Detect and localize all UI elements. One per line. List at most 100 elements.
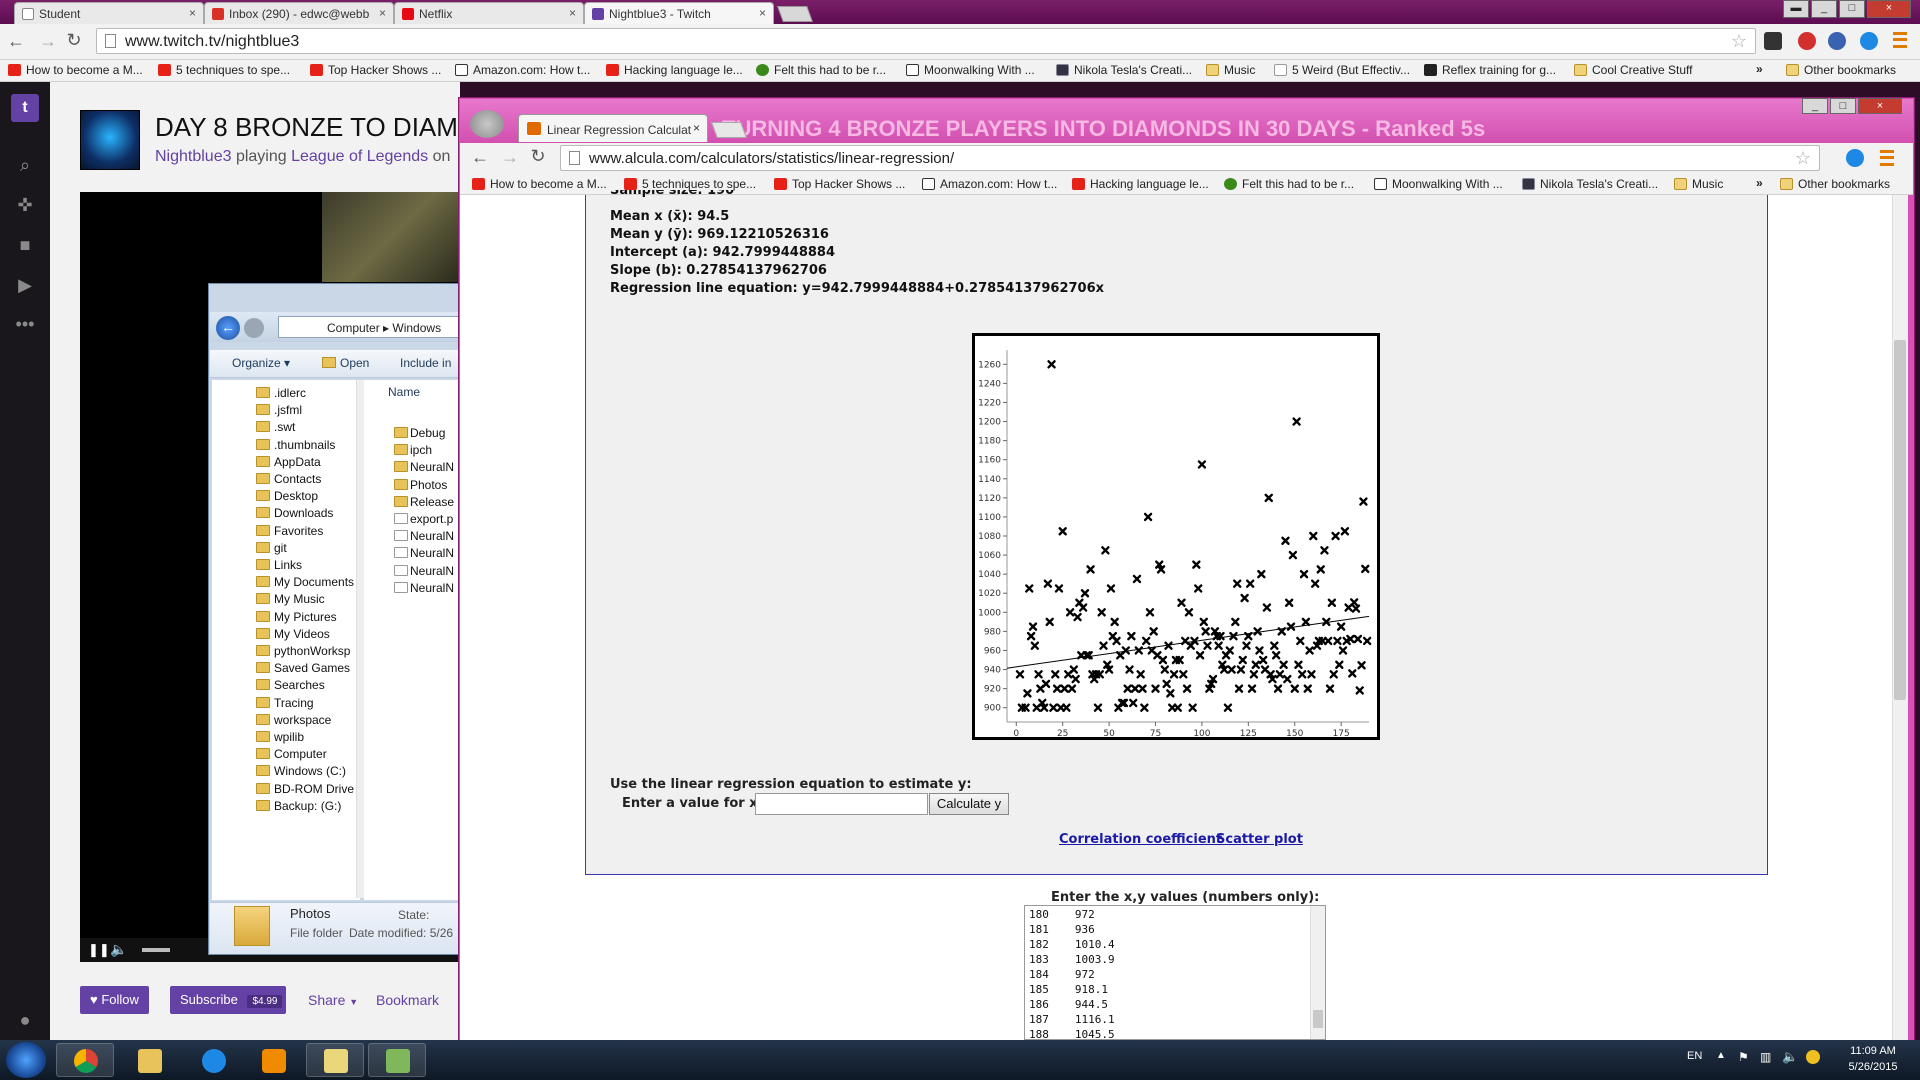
tree-item[interactable]: .thumbnails <box>212 436 335 454</box>
scrollbar-thumb[interactable] <box>1313 1010 1323 1028</box>
reload-icon[interactable]: ↻ <box>66 30 82 50</box>
open-button[interactable]: Open <box>322 356 369 370</box>
bookmark-item[interactable]: Amazon.com: How t... <box>455 63 590 77</box>
back-arrow-icon[interactable]: ← <box>7 31 25 51</box>
bookmark-folder[interactable]: Cool Creative Stuff <box>1574 63 1693 77</box>
language-indicator[interactable]: EN <box>1687 1050 1703 1062</box>
tray-app-icon[interactable] <box>1806 1050 1820 1064</box>
new-tab-button[interactable] <box>777 6 813 22</box>
back-arrow-icon[interactable]: ← <box>216 316 240 340</box>
tree-item[interactable]: .jsfml <box>212 401 302 419</box>
volume-icon[interactable]: 🔈 <box>110 941 128 957</box>
taskbar-ie[interactable] <box>184 1043 242 1077</box>
subscribe-button[interactable]: Subscribe $4.99 <box>170 986 287 1014</box>
taskbar-app[interactable] <box>306 1043 364 1077</box>
textarea-scrollbar[interactable] <box>1310 906 1325 1039</box>
taskbar-media-player[interactable] <box>244 1043 302 1077</box>
x-value-input[interactable] <box>755 793 928 815</box>
other-bookmarks[interactable]: Other bookmarks <box>1780 177 1890 191</box>
tree-item[interactable]: BD-ROM Drive <box>212 780 354 798</box>
tab-twitch[interactable]: Nightblue3 - Twitch × <box>584 2 774 24</box>
tab-netflix[interactable]: Netflix × <box>394 2 584 24</box>
adblock-icon[interactable] <box>1798 32 1816 50</box>
tree-item[interactable]: Contacts <box>212 470 321 488</box>
close-window-button[interactable]: × <box>1867 0 1911 18</box>
minimize-button[interactable]: _ <box>1802 98 1828 114</box>
channel-link[interactable]: Nightblue3 <box>155 148 232 165</box>
calculate-y-button[interactable]: Calculate y <box>929 793 1009 815</box>
tree-item[interactable]: pythonWorksp <box>212 642 350 660</box>
tree-item[interactable]: .idlerc <box>212 384 306 402</box>
bookmark-item[interactable]: Moonwalking With ... <box>906 63 1035 77</box>
pause-icon[interactable]: ❚❚ <box>88 942 110 957</box>
bookmark-item[interactable]: Felt this had to be r... <box>1224 177 1354 191</box>
game-link[interactable]: League of Legends <box>291 148 429 165</box>
tree-item[interactable]: workspace <box>212 711 331 729</box>
start-button[interactable] <box>6 1042 46 1078</box>
star-icon[interactable]: ☆ <box>1794 148 1811 168</box>
twitch-logo-icon[interactable]: t <box>11 94 39 122</box>
bookmark-item[interactable]: 5 techniques to spe... <box>158 63 290 77</box>
minimize-button[interactable]: _ <box>1811 0 1837 18</box>
tree-item[interactable]: Backup: (G:) <box>212 797 341 815</box>
close-icon[interactable]: × <box>378 6 386 20</box>
tab-inbox[interactable]: Inbox (290) - edwc@webb × <box>204 2 394 24</box>
games-icon[interactable]: ✜ <box>17 195 33 215</box>
bookmark-button[interactable]: Bookmark <box>376 992 440 1008</box>
xy-values-textarea[interactable]: 180 972 181 936 182 1010.4 183 1003.9 184 972 185 9… <box>1024 905 1326 1040</box>
list-item[interactable]: NeuralN <box>364 579 454 597</box>
address-bar[interactable]: www.twitch.tv/nightblue3 ☆ <box>96 28 1756 54</box>
bookmark-item[interactable]: How to become a M... <box>8 63 143 77</box>
bookmark-overflow[interactable]: » <box>1756 62 1763 76</box>
list-item[interactable]: export.p <box>364 510 453 528</box>
tab-linear-regression[interactable]: Linear Regression Calculat × <box>518 114 708 142</box>
sync-icon[interactable] <box>1846 149 1864 167</box>
volume-slider[interactable] <box>142 948 170 952</box>
more-icon[interactable]: ••• <box>15 314 35 334</box>
forward-arrow-icon[interactable] <box>244 318 264 338</box>
network-icon[interactable]: ▥ <box>1760 1050 1772 1064</box>
tree-item[interactable]: Links <box>212 556 302 574</box>
new-tab-button[interactable] <box>711 122 747 138</box>
star-icon[interactable]: ☆ <box>1730 31 1747 51</box>
tree-item[interactable]: wpilib <box>212 728 304 746</box>
vpn-icon[interactable] <box>1828 32 1846 50</box>
follow-button[interactable]: ♥ Follow <box>80 986 149 1014</box>
tree-item[interactable]: Searches <box>212 676 325 694</box>
bookmark-item[interactable]: Amazon.com: How t... <box>922 177 1057 191</box>
tray-expand-icon[interactable]: ▲ <box>1716 1050 1726 1061</box>
address-bar[interactable]: www.alcula.com/calculators/statistics/li… <box>560 145 1820 171</box>
bookmark-item[interactable]: Reflex training for g... <box>1424 63 1556 77</box>
name-column-header[interactable]: Name <box>388 385 421 399</box>
sync-icon[interactable] <box>1860 32 1878 50</box>
channel-avatar[interactable] <box>80 110 140 170</box>
list-item[interactable]: NeuralN <box>364 562 454 580</box>
correlation-coefficient-link[interactable]: Correlation coefficient <box>1059 832 1223 847</box>
close-icon[interactable]: × <box>568 6 576 20</box>
list-item[interactable]: Photos <box>364 476 447 494</box>
tree-item[interactable]: git <box>212 539 287 557</box>
maximize-button[interactable]: □ <box>1830 98 1856 114</box>
bookmark-item[interactable]: 5 techniques to spe... <box>624 177 756 191</box>
bookmark-item[interactable]: 5 Weird (But Effectiv... <box>1274 63 1410 77</box>
tree-item[interactable]: Desktop <box>212 487 318 505</box>
tab-student[interactable]: Student × <box>14 2 204 24</box>
tree-item[interactable]: Tracing <box>212 694 314 712</box>
scatter-plot-link[interactable]: Scatter plot <box>1216 832 1303 847</box>
bookmark-item[interactable]: Top Hacker Shows ... <box>774 177 905 191</box>
forward-arrow-icon[interactable]: → <box>39 31 57 51</box>
flag-icon[interactable]: ⚑ <box>1738 1050 1749 1064</box>
video-icon[interactable]: ▶ <box>18 275 32 295</box>
camera-icon[interactable]: ■ <box>19 235 31 255</box>
reload-icon[interactable]: ↻ <box>530 146 546 166</box>
volume-icon[interactable]: 🔈 <box>1782 1049 1799 1064</box>
bookmark-item[interactable]: How to become a M... <box>472 177 607 191</box>
tree-item[interactable]: Saved Games <box>212 659 350 677</box>
other-bookmarks[interactable]: Other bookmarks <box>1786 63 1896 77</box>
list-item[interactable]: ipch <box>364 441 432 459</box>
include-in-library-button[interactable]: Include in <box>400 356 452 370</box>
bookmark-item[interactable]: Nikola Tesla's Creati... <box>1056 63 1192 77</box>
breadcrumb[interactable]: Computer ▸ Windows <box>278 316 460 338</box>
bookmark-item[interactable]: Hacking language le... <box>606 63 743 77</box>
bookmark-folder[interactable]: Music <box>1206 63 1255 77</box>
